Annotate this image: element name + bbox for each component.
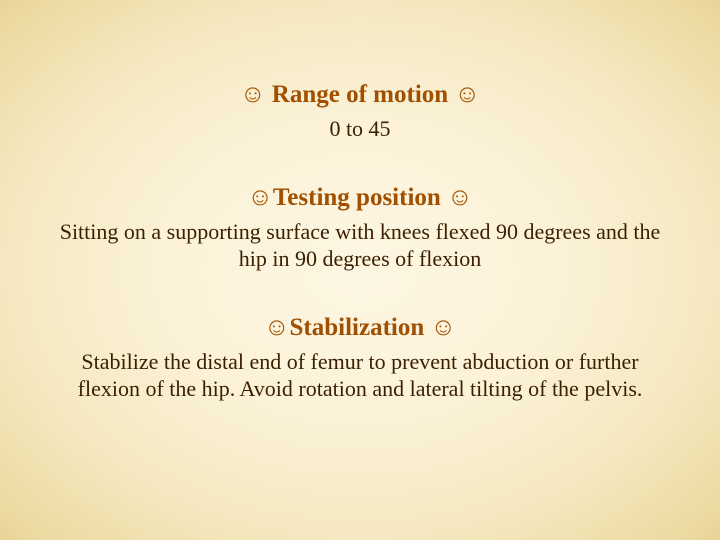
heading-text: Range of motion bbox=[272, 81, 448, 108]
smiley-icon: ☺ bbox=[247, 183, 273, 211]
smiley-icon: ☺ bbox=[447, 183, 473, 211]
heading-text: Stabilization bbox=[290, 314, 425, 341]
section-heading-testing: ☺Testing position ☺ bbox=[40, 183, 680, 212]
section-heading-range: ☺ Range of motion ☺ bbox=[40, 80, 680, 109]
smiley-icon: ☺ bbox=[264, 313, 290, 341]
heading-text: Testing position bbox=[273, 184, 441, 211]
smiley-icon: ☺ bbox=[454, 80, 480, 108]
section-body-testing: Sitting on a supporting surface with kne… bbox=[50, 218, 670, 273]
smiley-icon: ☺ bbox=[240, 80, 266, 108]
section-heading-stabilization: ☺Stabilization ☺ bbox=[40, 313, 680, 342]
smiley-icon: ☺ bbox=[431, 313, 457, 341]
section-body-range: 0 to 45 bbox=[50, 115, 670, 143]
section-body-stabilization: Stabilize the distal end of femur to pre… bbox=[50, 348, 670, 403]
